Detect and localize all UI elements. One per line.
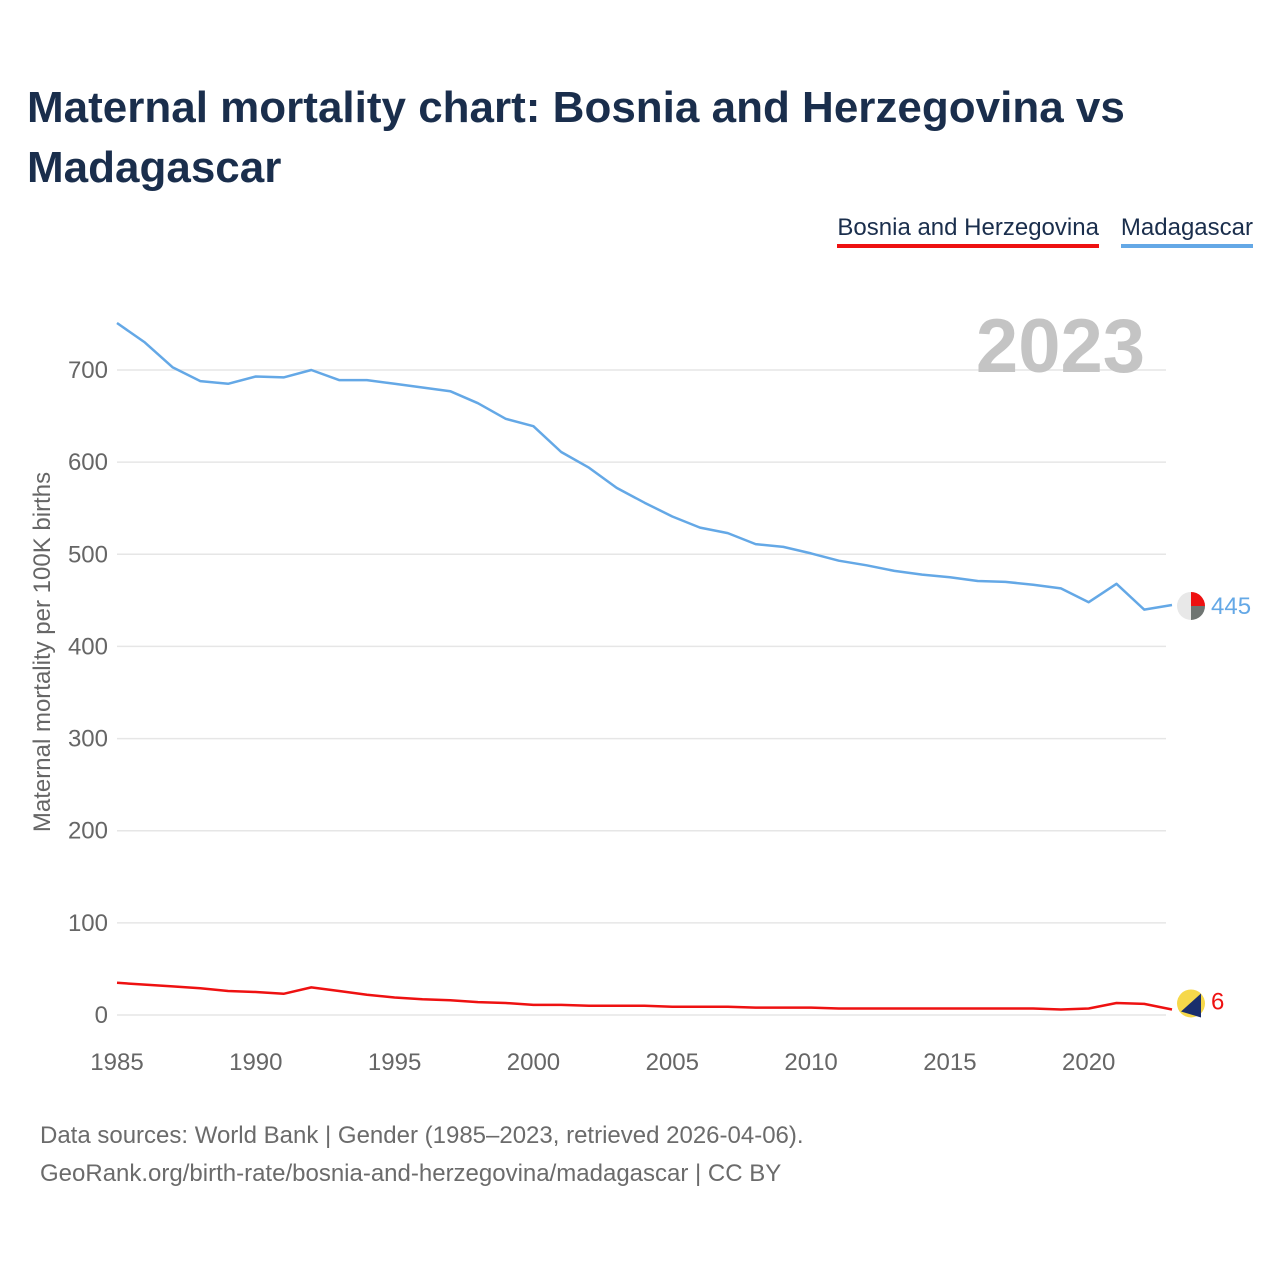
data-sources: Data sources: World Bank | Gender (1985–…	[40, 1122, 804, 1149]
end-value-label-mdg: 445	[1211, 593, 1251, 620]
y-axis-label: Maternal mortality per 100K births	[29, 472, 56, 832]
legend: Bosnia and Herzegovina Madagascar	[837, 214, 1253, 248]
legend-item-bosnia[interactable]: Bosnia and Herzegovina	[837, 214, 1099, 248]
x-tick-label: 2000	[507, 1049, 560, 1076]
x-tick-label: 1995	[368, 1049, 421, 1076]
line-chart: 0 100 200 300 400 500 600 700 1985 1990 1995 2000 20…	[29, 304, 1251, 1076]
year-label: 2023	[976, 304, 1145, 389]
footer: Data sources: World Bank | Gender (1985–…	[40, 1117, 804, 1193]
series-line-bih	[116, 981, 1173, 1011]
source-url: GeoRank.org/birth-rate/bosnia-and-herzeg…	[40, 1160, 782, 1187]
y-tick-label: 200	[68, 818, 108, 845]
x-tick-label: 1985	[90, 1049, 143, 1076]
y-tick-label: 300	[68, 726, 108, 753]
y-tick-label: 0	[95, 1002, 108, 1029]
x-tick-label: 1990	[229, 1049, 282, 1076]
y-tick-label: 700	[68, 357, 108, 384]
x-tick-label: 2020	[1062, 1049, 1115, 1076]
flag-detail-mdg-green	[1191, 605, 1205, 620]
y-tick-label: 400	[68, 633, 108, 660]
y-tick-label: 100	[68, 910, 108, 937]
x-tick-label: 2010	[784, 1049, 837, 1076]
y-tick-label: 500	[68, 541, 108, 568]
page-title: Maternal mortality chart: Bosnia and Her…	[27, 83, 1125, 192]
flag-detail-bih	[1181, 993, 1201, 1018]
flag-detail-mdg-red	[1191, 591, 1205, 606]
series-line-mdg	[116, 321, 1173, 611]
legend-item-madagascar[interactable]: Madagascar	[1120, 214, 1253, 248]
end-value-label-bih: 6	[1211, 988, 1224, 1015]
x-tick-label: 2005	[646, 1049, 699, 1076]
x-tick-label: 2015	[923, 1049, 976, 1076]
y-tick-label: 600	[68, 449, 108, 476]
